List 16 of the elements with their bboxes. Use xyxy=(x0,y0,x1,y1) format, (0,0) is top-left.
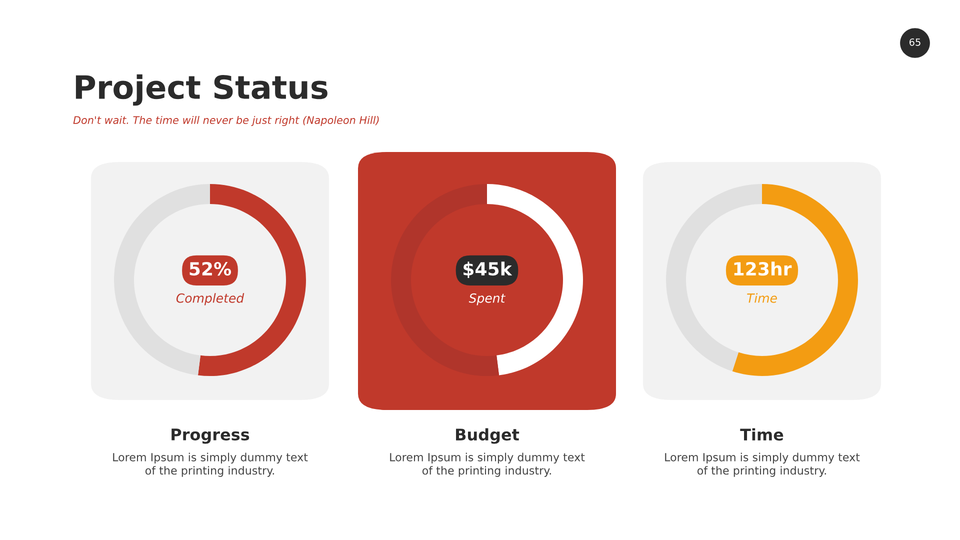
text: Spent xyxy=(468,293,506,306)
text: 123hr xyxy=(734,262,792,276)
text: Time xyxy=(747,293,777,303)
text: 65 xyxy=(909,38,920,46)
text: $45k xyxy=(464,262,512,278)
donut-slice xyxy=(732,184,858,376)
text: 52% xyxy=(190,262,232,276)
text: Progress xyxy=(172,428,250,444)
text: Lorem Ipsum is simply dummy text of the printing industry. xyxy=(665,452,860,477)
text: Time xyxy=(740,428,784,441)
text: Project Status xyxy=(76,74,328,106)
text: Completed xyxy=(176,293,244,306)
text: Lorem Ipsum is simply dummy text of the printing industry. xyxy=(390,452,585,477)
text: Lorem Ipsum is simply dummy text of the printing industry. xyxy=(113,452,308,477)
text: Budget xyxy=(456,428,520,444)
text: Don't wait. The time will never be just right (Napoleon Hill) xyxy=(73,116,379,126)
